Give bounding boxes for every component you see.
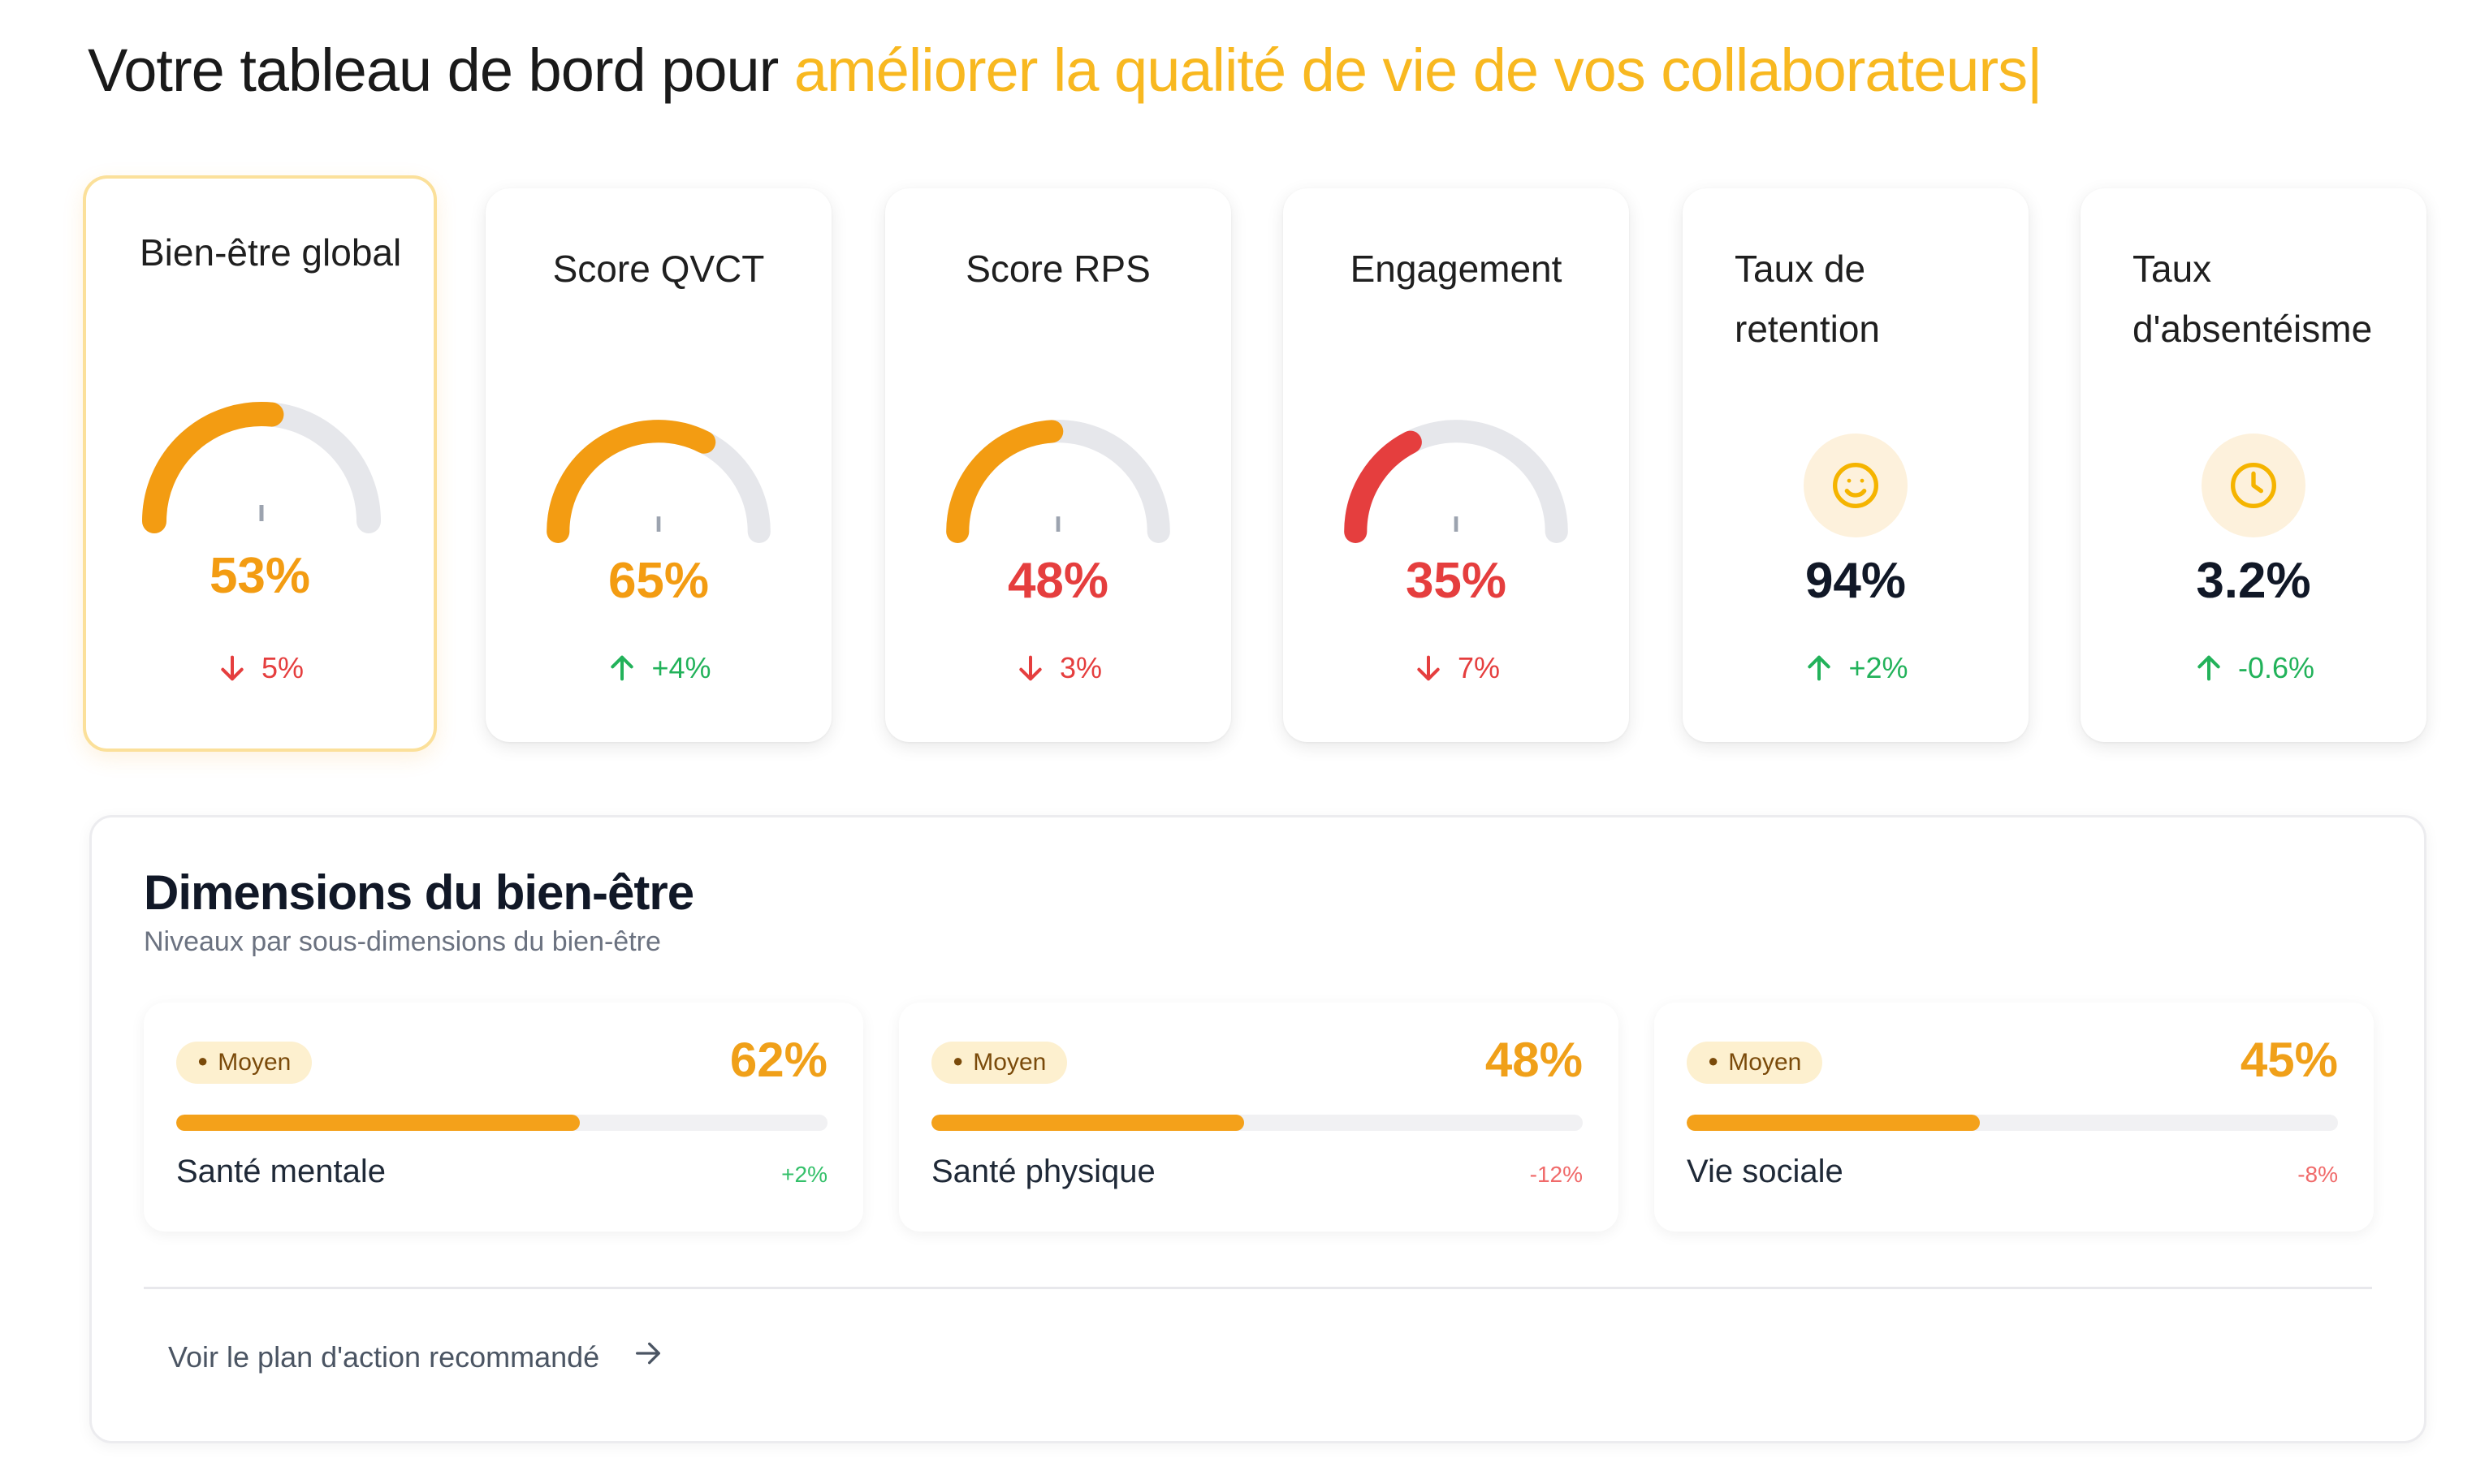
kpi-title: Score RPS	[966, 248, 1151, 290]
dimension-change: -8%	[2297, 1162, 2338, 1187]
kpi-delta: 3%	[885, 651, 1231, 685]
kpi-card-engagement[interactable]: Engagement 35% 7%	[1283, 188, 1629, 742]
dimension-change: -12%	[1529, 1162, 1583, 1187]
gauge-fill	[142, 402, 284, 533]
arrow-up-icon	[2193, 652, 2225, 684]
arrow-right-icon	[632, 1337, 664, 1377]
dimensions-panel: Dimensions du bien-être Niveaux par sous…	[89, 815, 2426, 1443]
kpi-delta-value: +4%	[651, 651, 711, 684]
level-badge: ● Moyen	[1687, 1042, 1823, 1084]
clock-icon	[2202, 434, 2305, 537]
smiley-icon	[1804, 434, 1908, 537]
kpi-card-score-rps[interactable]: Score RPS 48% 3%	[885, 188, 1231, 742]
gauge-fill	[547, 420, 716, 543]
action-plan-link[interactable]: Voir le plan d'action recommandé	[168, 1337, 664, 1377]
title-prefix: Votre tableau de bord pour	[88, 37, 779, 104]
gauge-fill	[1344, 430, 1422, 543]
dimension-percent: 48%	[1484, 1033, 1583, 1087]
page-title: Votre tableau de bord pour améliorer la …	[88, 36, 2042, 105]
title-highlight: améliorer la qualité de vie de vos colla…	[793, 37, 2028, 104]
dot-icon: ●	[953, 1050, 964, 1071]
kpi-card-bien-etre-global[interactable]: Bien-être global 53% 5%	[83, 175, 437, 752]
kpi-delta-value: 3%	[1059, 651, 1103, 684]
typing-cursor: |	[2027, 37, 2042, 104]
kpi-title: Engagement	[1350, 248, 1562, 290]
kpi-value: 48%	[1007, 553, 1109, 609]
gauge	[946, 420, 1170, 543]
kpi-delta-value: -0.6%	[2237, 651, 2315, 684]
dimension-label: Santé mentale	[176, 1154, 386, 1189]
kpi-delta: +2%	[1683, 651, 2029, 685]
gauge	[142, 402, 381, 533]
divider	[144, 1287, 2372, 1289]
progress-track	[931, 1115, 1583, 1131]
kpi-card-score-qvct[interactable]: Score QVCT 65% +4%	[486, 188, 832, 742]
arrow-up-icon	[1803, 652, 1835, 684]
kpi-delta-value: 7%	[1457, 651, 1501, 684]
dimensions-subtitle: Niveaux par sous-dimensions du bien-être	[144, 926, 661, 957]
arrow-down-icon	[1014, 652, 1047, 684]
action-plan-label: Voir le plan d'action recommandé	[168, 1339, 600, 1374]
kpi-card-taux-retention[interactable]: Taux de retention 94% +2%	[1683, 188, 2029, 742]
kpi-value: 65%	[607, 553, 710, 609]
kpi-delta: -0.6%	[2081, 651, 2426, 685]
arrow-up-icon	[606, 652, 638, 684]
level-badge: ● Moyen	[176, 1042, 313, 1084]
kpi-delta: 5%	[86, 651, 434, 685]
badge-label: Moyen	[973, 1049, 1047, 1076]
gauge	[1344, 420, 1568, 543]
dimensions-title: Dimensions du bien-être	[144, 865, 694, 920]
kpi-value: 3.2%	[2196, 553, 2311, 609]
kpi-value: 53%	[209, 548, 311, 604]
kpi-title: Score QVCT	[552, 248, 765, 290]
dimension-card-sante-physique[interactable]: ● Moyen 48% Santé physique -12%	[899, 1003, 1618, 1232]
dot-icon: ●	[1708, 1050, 1719, 1071]
progress-track	[176, 1115, 828, 1131]
kpi-delta-value: 5%	[261, 651, 305, 684]
badge-label: Moyen	[1728, 1049, 1802, 1076]
kpi-delta: +4%	[486, 651, 832, 685]
progress-fill	[931, 1115, 1244, 1131]
dimension-card-vie-sociale[interactable]: ● Moyen 45% Vie sociale -8%	[1654, 1003, 2374, 1232]
kpi-value: 94%	[1804, 553, 1907, 609]
kpi-title: Taux d'absentéisme	[2133, 248, 2373, 350]
kpi-title: Bien-être global	[140, 231, 402, 274]
dimension-label: Vie sociale	[1687, 1154, 1843, 1189]
dimension-percent: 62%	[729, 1033, 828, 1087]
kpi-value: 35%	[1405, 553, 1507, 609]
kpi-delta: 7%	[1283, 651, 1629, 685]
progress-fill	[176, 1115, 581, 1131]
progress-track	[1687, 1115, 2338, 1131]
dot-icon: ●	[197, 1050, 209, 1071]
arrow-down-icon	[1412, 652, 1445, 684]
kpi-title: Taux de retention	[1735, 248, 1881, 350]
gauge-fill	[946, 420, 1064, 543]
dimension-label: Santé physique	[931, 1154, 1156, 1189]
dimension-percent: 45%	[2240, 1033, 2338, 1087]
dimension-card-sante-mentale[interactable]: ● Moyen 62% Santé mentale +2%	[144, 1003, 863, 1232]
arrow-down-icon	[216, 652, 248, 684]
level-badge: ● Moyen	[931, 1042, 1068, 1084]
gauge	[547, 420, 771, 543]
kpi-delta-value: +2%	[1848, 651, 1908, 684]
kpi-card-taux-absenteisme[interactable]: Taux d'absentéisme 3.2% -0.6%	[2081, 188, 2426, 742]
badge-label: Moyen	[218, 1049, 292, 1076]
progress-fill	[1687, 1115, 1980, 1131]
dimension-change: +2%	[781, 1162, 828, 1187]
